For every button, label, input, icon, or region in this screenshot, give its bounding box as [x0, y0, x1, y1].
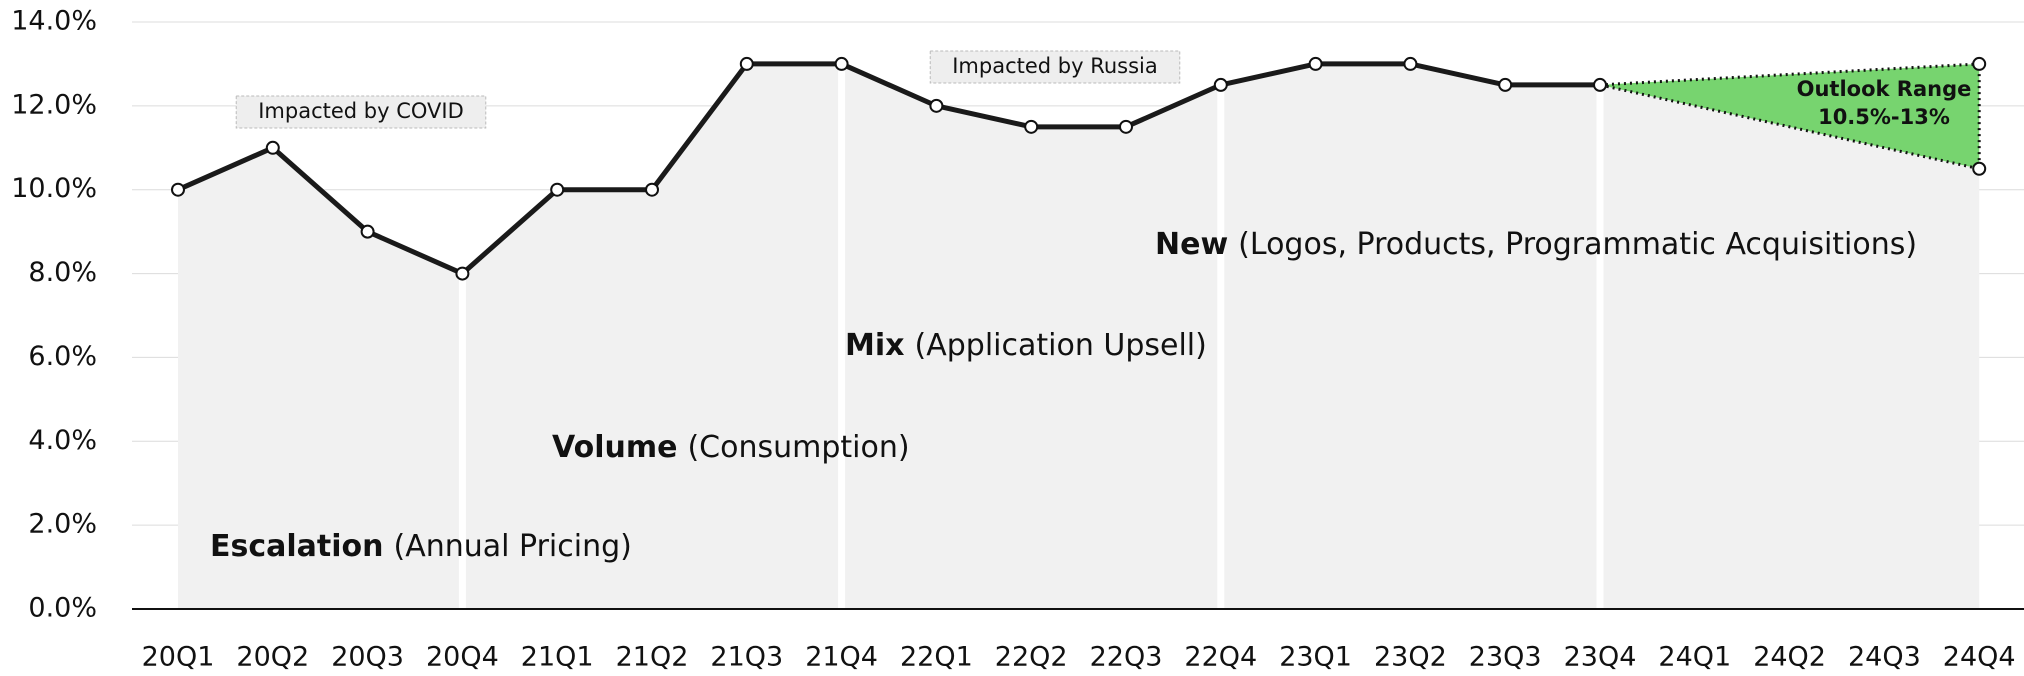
x-tick-label: 22Q2 — [995, 642, 1068, 673]
point — [645, 182, 659, 197]
x-tick-label: 21Q4 — [805, 642, 878, 673]
point — [171, 182, 185, 197]
point — [1308, 56, 1323, 71]
annotation-box — [929, 50, 1181, 84]
point — [455, 266, 470, 281]
phase-label: Escalation (Annual Pricing) — [210, 529, 632, 564]
y-tick-label: 8.0% — [28, 257, 97, 288]
point — [1593, 77, 1607, 92]
x-tick-label: 20Q4 — [426, 642, 499, 673]
background-area — [178, 63, 1980, 609]
x-tick-label: 20Q1 — [142, 642, 215, 673]
y-tick-label: 6.0% — [28, 341, 97, 372]
annotation-box — [235, 95, 487, 129]
annotation-text: Impacted by Russia — [952, 54, 1158, 78]
point — [929, 98, 944, 113]
outlook-label: Outlook Range — [1797, 77, 1972, 101]
x-tick-label: 24Q3 — [1848, 642, 1921, 673]
point — [550, 182, 565, 197]
outlook-point — [1972, 161, 1987, 176]
point — [1498, 77, 1513, 92]
x-tick-label: 22Q1 — [900, 642, 973, 673]
x-tick-label: 23Q4 — [1564, 642, 1637, 673]
phase-label: Mix (Application Upsell) — [845, 328, 1207, 363]
x-tick-label: 21Q2 — [616, 642, 689, 673]
point — [1119, 119, 1133, 134]
point — [360, 224, 375, 239]
outlook-range-label: 10.5%-13% — [1818, 105, 1950, 129]
x-tick-label: 22Q4 — [1184, 642, 1257, 673]
phase-name: New — [1155, 227, 1228, 262]
point — [265, 140, 280, 155]
point — [739, 56, 754, 71]
x-tick-label: 20Q2 — [236, 642, 309, 673]
outlook-point — [1972, 56, 1987, 71]
phase-label: Volume (Consumption) — [552, 430, 910, 465]
point — [1403, 56, 1418, 71]
phase-detail: (Logos, Products, Programmatic Acquisiti… — [1238, 227, 1917, 262]
phase-name: Volume — [552, 430, 677, 465]
phase-name: Escalation — [210, 529, 384, 564]
phase-label: New (Logos, Products, Programmatic Acquis… — [1155, 227, 1917, 262]
x-tick-label: 24Q2 — [1753, 642, 1826, 673]
y-tick-label: 2.0% — [28, 509, 97, 540]
point — [1024, 119, 1039, 134]
phase-name: Mix — [845, 328, 905, 363]
x-tick-label: 24Q4 — [1943, 642, 2016, 673]
x-tick-label: 23Q1 — [1279, 642, 1352, 673]
annotation-text: Impacted by COVID — [258, 99, 464, 123]
y-tick-label: 0.0% — [28, 593, 97, 624]
x-tick-label: 21Q3 — [710, 642, 783, 673]
y-tick-label: 12.0% — [11, 89, 97, 120]
x-tick-label: 21Q1 — [521, 642, 594, 673]
x-tick-label: 20Q3 — [331, 642, 404, 673]
outlook-range — [1599, 62, 1981, 171]
x-tick-label: 23Q3 — [1469, 642, 1542, 673]
x-tick-label: 23Q2 — [1374, 642, 1447, 673]
phase-detail: (Application Upsell) — [915, 328, 1207, 363]
line — [176, 61, 1600, 277]
y-tick-label: 14.0% — [11, 6, 97, 37]
annotation: Impacted by COVID — [235, 95, 487, 129]
point — [1213, 77, 1228, 92]
y-tick-label: 10.0% — [11, 173, 97, 204]
x-tick-label: 24Q1 — [1658, 642, 1731, 673]
phase-detail: (Consumption) — [687, 430, 909, 465]
point — [834, 56, 849, 71]
x-tick-label: 22Q3 — [1090, 642, 1163, 673]
annotation: Impacted by Russia — [929, 50, 1181, 84]
phase-detail: (Annual Pricing) — [394, 529, 632, 564]
y-tick-label: 4.0% — [28, 425, 97, 456]
